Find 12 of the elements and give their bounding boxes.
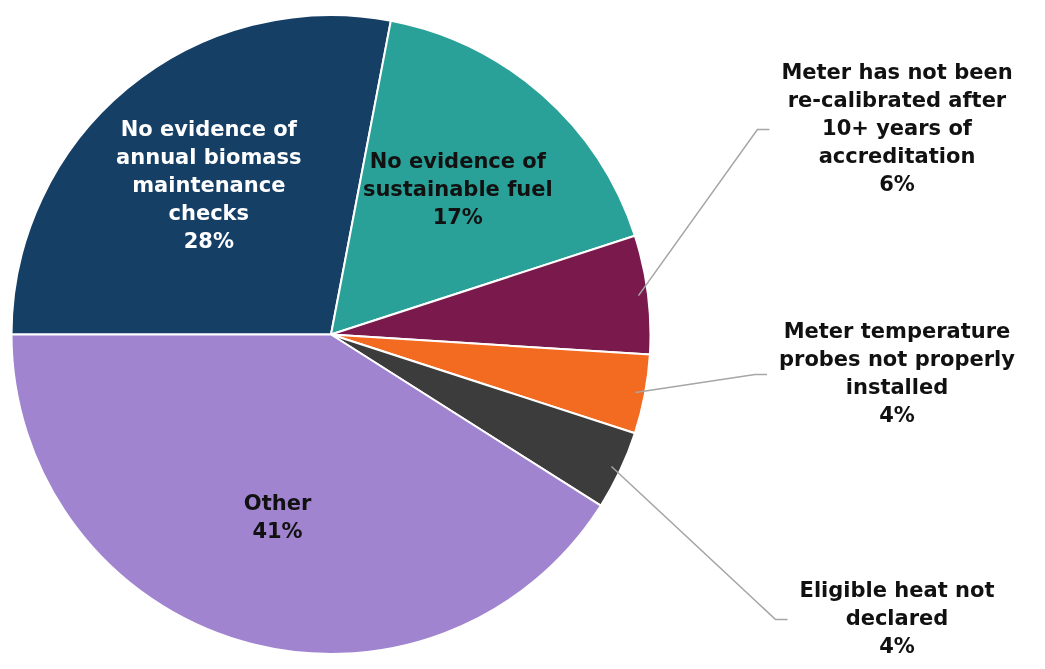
data-label: 4%	[879, 402, 915, 427]
data-label: 28%	[183, 229, 234, 254]
data-label: 17%	[432, 205, 483, 230]
data-label: 6%	[879, 171, 915, 196]
slice-label: Meter has not been re-calibrated after 10+ years of accreditation	[781, 59, 1013, 168]
data-label: 4%	[879, 633, 915, 658]
slice-label: No evidence of annual biomass maintenance checks	[116, 117, 302, 226]
slice-label: Meter temperature probes not properly installed	[779, 318, 1016, 399]
data-label: 41%	[252, 519, 303, 544]
slice-label: Other	[243, 491, 312, 516]
slice-label: No evidence of sustainable fuel	[362, 149, 553, 202]
slice-label: Eligible heat not declared	[799, 577, 995, 630]
